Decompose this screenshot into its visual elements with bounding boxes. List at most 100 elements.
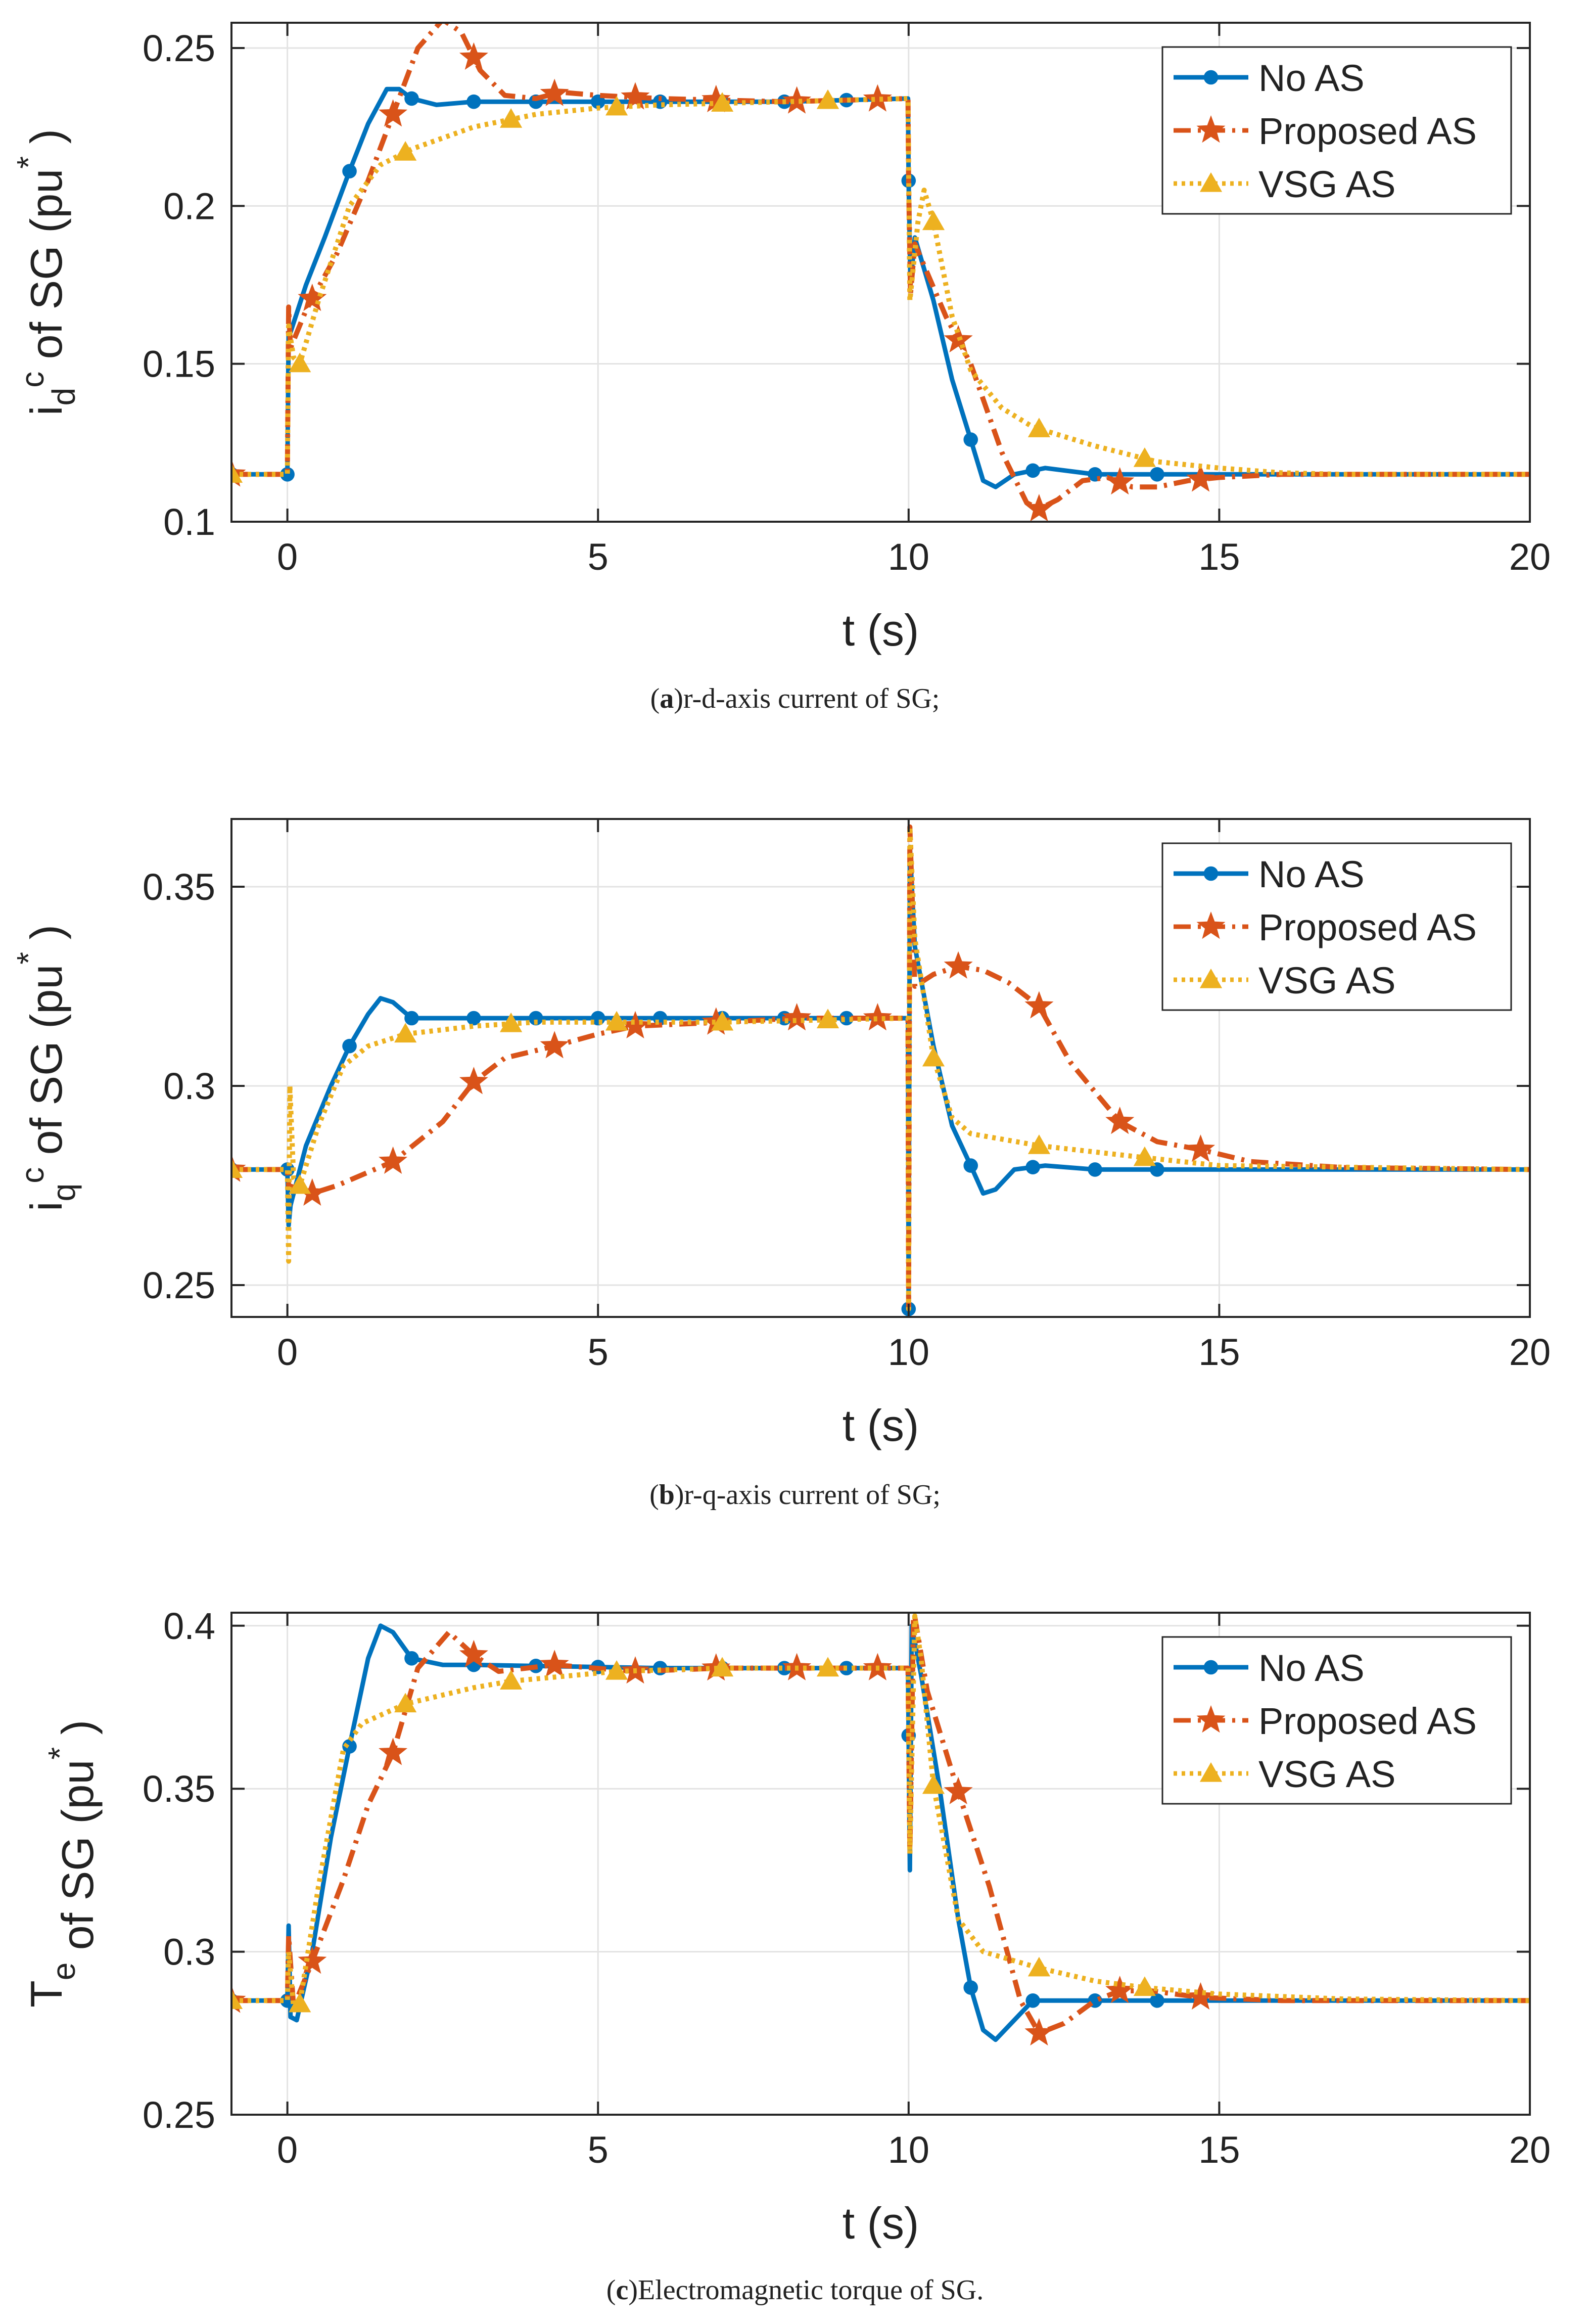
marker-circle bbox=[529, 1011, 543, 1026]
marker-star bbox=[459, 42, 488, 70]
marker-triangle bbox=[394, 1023, 417, 1043]
y-axis-label-part: of SG (pu bbox=[21, 965, 71, 1167]
y-tick-label: 0.35 bbox=[143, 1768, 215, 1810]
marker-triangle bbox=[1027, 1134, 1051, 1154]
marker-triangle bbox=[1027, 1956, 1051, 1977]
marker-star bbox=[1186, 1982, 1215, 2010]
y-axis-label-part: c bbox=[14, 1167, 51, 1183]
marker-circle bbox=[466, 94, 481, 109]
marker-circle bbox=[963, 1980, 978, 1995]
x-tick-label: 20 bbox=[1509, 536, 1551, 578]
axes-box bbox=[230, 1612, 1531, 2116]
legend: No AS Proposed AS VSG AS bbox=[1161, 842, 1512, 1011]
data-layer bbox=[231, 824, 1530, 1316]
series-line bbox=[231, 1613, 1530, 2010]
y-axis-label-part: * bbox=[41, 1747, 78, 1760]
marker-triangle bbox=[605, 1011, 628, 1031]
x-tick-label: 0 bbox=[277, 1331, 298, 1373]
caption-open: ( bbox=[650, 683, 660, 714]
y-axis-label-part: c bbox=[14, 372, 51, 388]
marker-circle bbox=[963, 432, 978, 447]
marker-triangle bbox=[394, 1693, 417, 1713]
x-tick-label: 5 bbox=[588, 1331, 609, 1373]
series-vsg-as bbox=[231, 89, 1530, 483]
series-proposed-as bbox=[231, 824, 1530, 1312]
marker-star bbox=[1105, 1106, 1135, 1134]
y-axis-label-part: ) bbox=[21, 129, 71, 156]
legend: No AS Proposed AS VSG AS bbox=[1161, 1636, 1512, 1805]
y-axis-label-part: d bbox=[45, 388, 82, 406]
marker-star bbox=[863, 84, 892, 112]
marker-triangle bbox=[231, 463, 243, 483]
y-axis-label-part: ) bbox=[21, 925, 71, 952]
y-tick-label: 0.3 bbox=[163, 1931, 215, 1973]
marker-star bbox=[782, 86, 812, 114]
marker-triangle bbox=[289, 352, 311, 373]
caption-text: r-d-axis current of SG; bbox=[683, 683, 940, 714]
y-tick-label: 0.25 bbox=[143, 2094, 215, 2136]
marker-circle bbox=[342, 1038, 357, 1054]
marker-circle bbox=[342, 164, 357, 178]
marker-triangle bbox=[711, 92, 734, 112]
marker-triangle bbox=[816, 1657, 839, 1677]
x-tick-label: 10 bbox=[888, 536, 929, 578]
x-axis-label: t (s) bbox=[843, 605, 919, 655]
marker-star bbox=[944, 1776, 973, 1804]
y-axis-label-part: i bbox=[21, 1201, 71, 1211]
marker-star bbox=[863, 1003, 892, 1031]
axes-box bbox=[230, 818, 1531, 1318]
marker-circle bbox=[404, 1651, 419, 1666]
y-axis-label-part: * bbox=[10, 156, 46, 169]
marker-circle bbox=[1088, 1162, 1102, 1177]
marker-triangle bbox=[289, 1992, 311, 2013]
marker-circle bbox=[342, 1739, 357, 1754]
legend: No AS Proposed AS VSG AS bbox=[1161, 46, 1512, 215]
y-tick-label: 0.4 bbox=[163, 1605, 215, 1647]
marker-circle bbox=[280, 467, 295, 482]
x-tick-label: 15 bbox=[1198, 2129, 1240, 2171]
marker-star bbox=[1105, 1976, 1135, 2003]
x-tick-label: 15 bbox=[1198, 536, 1240, 578]
marker-triangle bbox=[816, 89, 839, 109]
legend-entry: VSG AS bbox=[1258, 163, 1395, 205]
marker-triangle bbox=[231, 1989, 243, 2009]
marker-star bbox=[379, 1738, 408, 1765]
x-axis-label: t (s) bbox=[843, 2198, 919, 2248]
marker-triangle bbox=[605, 96, 628, 116]
caption-close: ) bbox=[628, 2274, 638, 2306]
marker-circle bbox=[963, 1158, 978, 1173]
marker-triangle bbox=[1199, 1762, 1223, 1782]
marker-circle bbox=[1150, 1993, 1164, 2008]
marker-triangle bbox=[1133, 447, 1156, 467]
marker-star bbox=[540, 1031, 569, 1059]
y-axis-label-part: * bbox=[10, 952, 46, 965]
y-tick-label: 0.25 bbox=[143, 1264, 215, 1306]
marker-star bbox=[1186, 1134, 1215, 1162]
marker-star bbox=[298, 1946, 327, 1974]
marker-star bbox=[1105, 467, 1135, 495]
caption-close: ) bbox=[674, 683, 683, 714]
marker-triangle bbox=[1199, 172, 1223, 192]
y-tick-label: 0.35 bbox=[143, 866, 215, 908]
marker-triangle bbox=[711, 1657, 734, 1677]
y-axis-label-part: i bbox=[21, 405, 71, 416]
x-tick-label: 5 bbox=[588, 536, 609, 578]
legend-entry: No AS bbox=[1258, 1647, 1365, 1689]
marker-triangle bbox=[500, 1670, 523, 1690]
marker-circle bbox=[466, 1011, 481, 1026]
marker-star bbox=[379, 99, 408, 127]
marker-star bbox=[1196, 912, 1226, 939]
y-tick-label: 0.2 bbox=[163, 185, 215, 227]
marker-circle bbox=[404, 1011, 419, 1026]
marker-triangle bbox=[922, 1046, 945, 1067]
marker-star bbox=[1024, 2018, 1054, 2046]
marker-star bbox=[1024, 991, 1054, 1019]
x-axis-label: t (s) bbox=[843, 1400, 919, 1450]
y-tick-label: 0.25 bbox=[143, 27, 215, 69]
y-tick-label: 0.15 bbox=[143, 343, 215, 385]
chart-panel-a: 0 5 10 15 20 0.1 0.15 0.2 0.25 t (s) idc of SG (pu… bbox=[10, 22, 1551, 655]
y-tick-label: 0.1 bbox=[163, 501, 215, 543]
marker-triangle bbox=[1133, 1976, 1156, 1996]
marker-star bbox=[1024, 494, 1054, 522]
